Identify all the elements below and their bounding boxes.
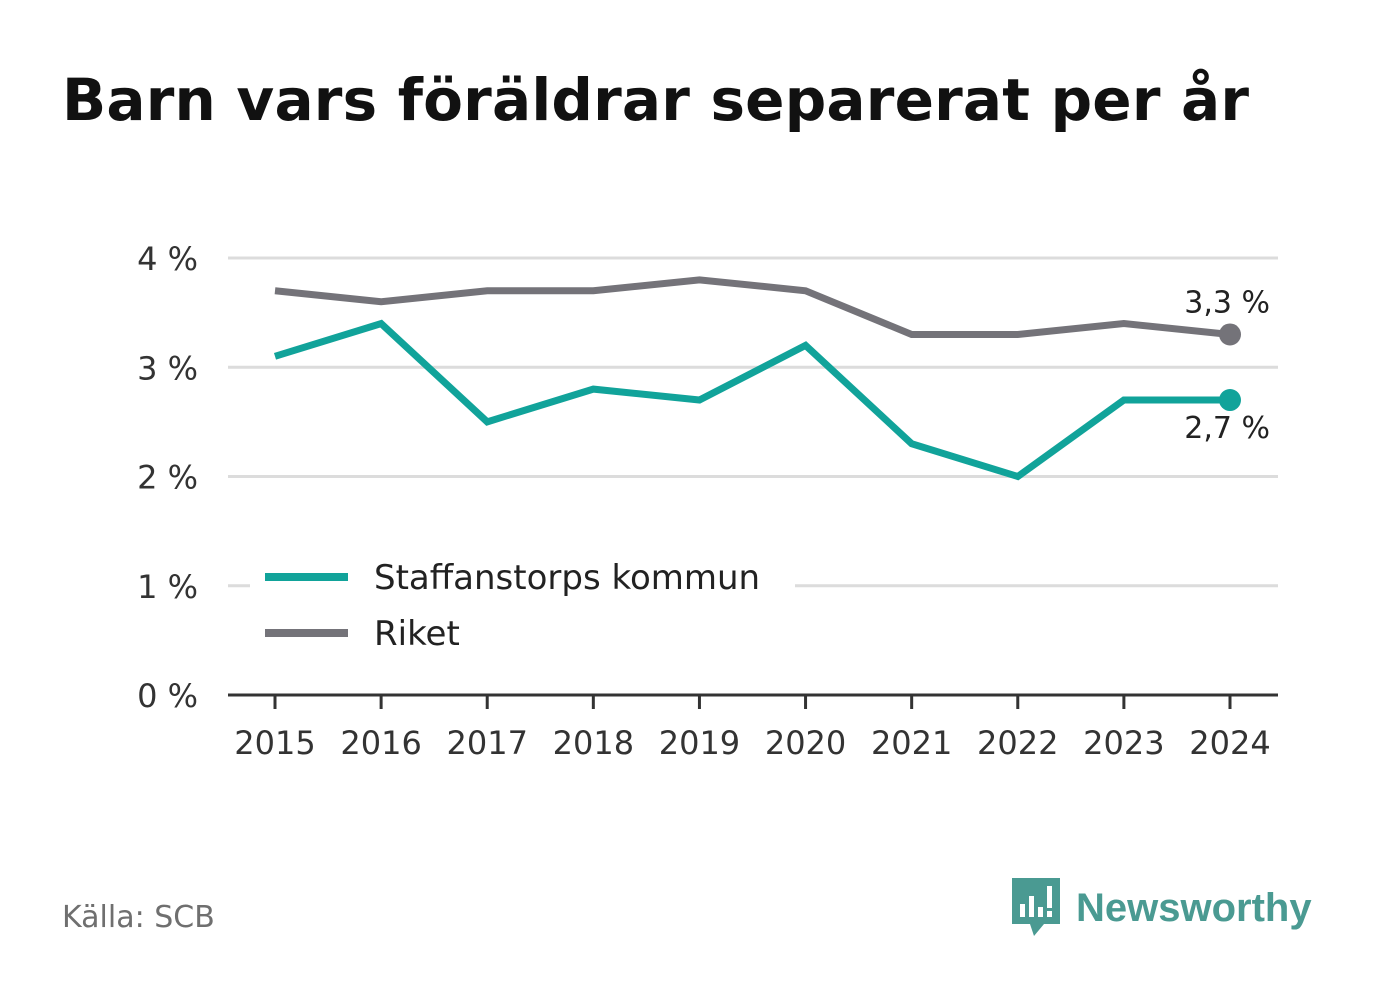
legend: Staffanstorps kommun Riket [250,548,795,660]
series-end-point-1 [1219,323,1241,346]
x-tick-label: 2021 [871,724,952,762]
y-tick-label: 1 % [137,568,198,606]
y-tick-label: 3 % [137,349,198,387]
x-tick-label: 2016 [340,724,421,762]
x-tick-label: 2019 [659,724,740,762]
y-tick-label: 0 % [137,677,198,715]
x-tick-label: 2024 [1189,724,1270,762]
x-axis-ticks: 2015 2016 2017 2018 2019 2020 2021 2022 2023 2024 [228,693,1278,762]
legend-background [250,548,795,660]
source-note: Källa: SCB [62,900,215,935]
series-lines [273,276,1241,481]
series-line-1 [274,276,1231,338]
x-tick-label: 2018 [553,724,634,762]
y-tick-label: 2 % [137,459,198,497]
chart-title: Barn vars föräldrar separerat per år [62,66,1250,134]
end-value-label: 2,7 % [1184,411,1270,446]
x-tick-label: 2022 [977,724,1058,762]
end-labels: 2,7 % 3,3 % [1184,285,1270,446]
brand-logo: Newsworthy [1010,876,1312,940]
brand-name: Newsworthy [1076,885,1312,930]
series-end-point-0 [1219,389,1241,412]
grid-lines [228,256,1278,588]
y-axis-ticks: 0 % 1 % 2 % 3 % 4 % [137,240,198,715]
newsworthy-logo-icon [1012,878,1060,936]
y-tick-label: 4 % [137,240,198,278]
x-tick-label: 2015 [234,724,315,762]
x-tick-label: 2017 [447,724,528,762]
x-tick-label: 2020 [765,724,846,762]
x-tick-label: 2023 [1083,724,1164,762]
series-line-0 [273,319,1230,481]
legend-label: Riket [374,614,460,654]
end-value-label: 3,3 % [1184,285,1270,320]
legend-label: Staffanstorps kommun [374,558,760,598]
